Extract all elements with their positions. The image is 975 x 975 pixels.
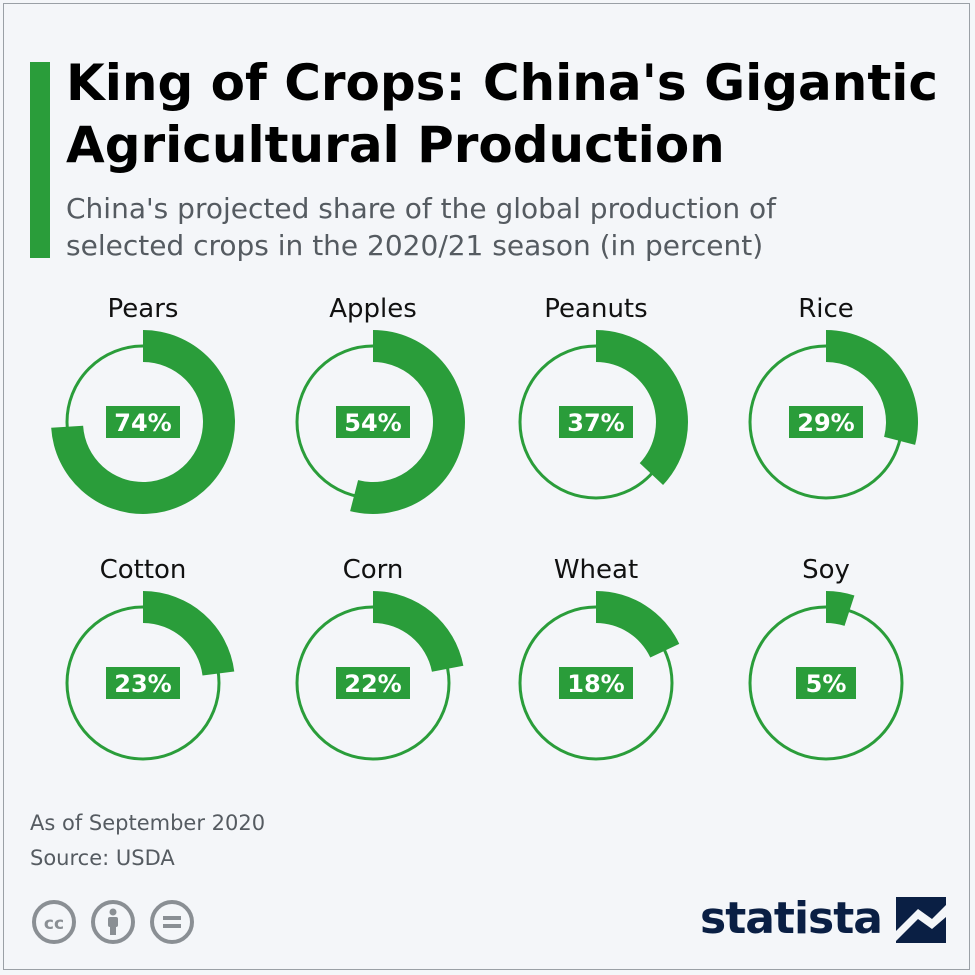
crop-label-apples: Apples <box>329 294 417 324</box>
brand-wordmark: statista <box>700 893 883 944</box>
value-badge-rice <box>789 406 863 438</box>
donut-arc-pears <box>51 330 235 514</box>
donut-soy: Soy 5% <box>748 555 904 761</box>
value-label-cotton: 23% <box>114 670 171 698</box>
chart-frame <box>3 3 970 970</box>
footnotes: As of September 2020 Source: USDA <box>30 806 265 876</box>
crop-label-wheat: Wheat <box>554 555 638 585</box>
as-of-note: As of September 2020 <box>30 811 266 835</box>
attribution-icon[interactable] <box>91 900 135 944</box>
donut-rice: Rice 29% <box>748 294 919 500</box>
donut-arc-wheat <box>596 591 680 658</box>
donut-arc-peanuts <box>596 330 689 485</box>
donut-arc-corn <box>373 591 464 672</box>
value-label-pears: 74% <box>114 409 171 437</box>
value-badge-pears <box>106 406 180 438</box>
value-label-corn: 22% <box>344 670 401 698</box>
chart-title: King of Crops: China's Gigantic Agricult… <box>66 54 939 174</box>
donut-peanuts: Peanuts 37% <box>518 294 689 500</box>
value-badge-corn <box>336 667 410 699</box>
chart-subtitle: China's projected share of the global pr… <box>66 192 777 262</box>
donut-wheat: Wheat 18% <box>518 555 680 761</box>
value-badge-apples <box>336 406 410 438</box>
donut-apples: Apples 54% <box>295 294 466 515</box>
value-label-soy: 5% <box>806 670 847 698</box>
value-badge-soy <box>796 667 856 699</box>
statista-logo-icon <box>896 897 946 943</box>
value-label-peanuts: 37% <box>567 409 624 437</box>
crop-label-corn: Corn <box>343 555 404 585</box>
value-badge-peanuts <box>559 406 633 438</box>
donut-pears: Pears 74% <box>51 294 235 514</box>
value-label-apples: 54% <box>344 409 401 437</box>
value-badge-wheat <box>559 667 633 699</box>
donut-arc-rice <box>826 330 919 445</box>
value-label-wheat: 18% <box>567 670 624 698</box>
svg-text:cc: cc <box>44 914 64 934</box>
donut-arc-apples <box>350 330 466 515</box>
donut-cotton: Cotton 23% <box>65 555 235 761</box>
value-label-rice: 29% <box>797 409 854 437</box>
value-badge-cotton <box>106 667 180 699</box>
crop-label-soy: Soy <box>802 555 850 585</box>
creative-commons-icon[interactable]: cc <box>32 900 76 944</box>
crop-label-cotton: Cotton <box>100 555 187 585</box>
source-note: Source: USDA <box>30 846 175 870</box>
crop-label-peanuts: Peanuts <box>544 294 647 324</box>
donut-arc-soy <box>826 591 855 626</box>
donut-corn: Corn 22% <box>295 555 464 761</box>
crop-label-rice: Rice <box>798 294 854 324</box>
title-accent-bar <box>30 62 50 258</box>
no-derivatives-icon[interactable] <box>150 900 194 944</box>
license-icons: cc <box>32 900 194 944</box>
donut-arc-cotton <box>143 591 235 676</box>
crop-label-pears: Pears <box>108 294 179 324</box>
statista-logo: statista <box>700 888 950 950</box>
